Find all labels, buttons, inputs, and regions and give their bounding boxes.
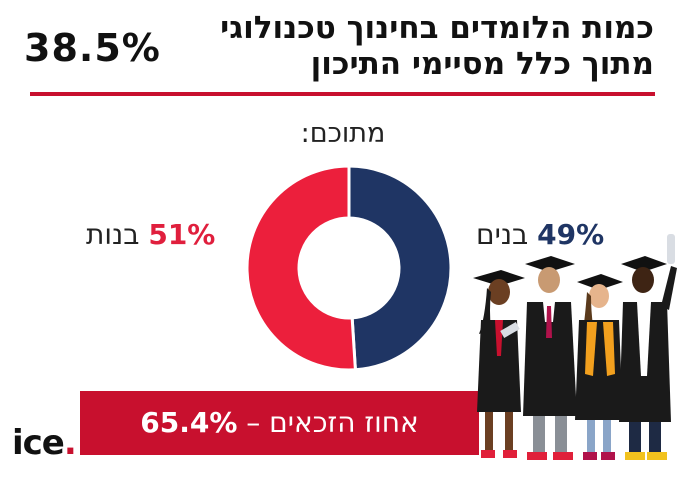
girls-percent: 51% <box>148 218 216 251</box>
girls-label: בנות <box>86 218 140 251</box>
graduate-4 <box>619 234 677 460</box>
boys-label: בנים <box>476 218 529 251</box>
donut-slice-2 <box>247 166 357 370</box>
header-divider <box>30 92 655 96</box>
donut-slice-1 <box>347 166 451 370</box>
graduate-3 <box>575 274 623 460</box>
graduate-1 <box>473 270 525 458</box>
graduates-icon <box>473 234 677 460</box>
graduate-2 <box>523 256 577 460</box>
legend-boys: 49% בנים <box>476 218 604 251</box>
legend-girls: 51% בנות <box>86 218 215 251</box>
chart-title: כמות הלומדים בחינוך טכנולוגי מתוך כלל מס… <box>184 10 654 82</box>
headline-stat: 38.5% <box>24 26 161 70</box>
title-line-1: כמות הלומדים בחינוך טכנולוגי <box>220 10 654 46</box>
logo-dot: . <box>63 423 77 463</box>
chart-subtitle: מתוכם: <box>300 118 386 149</box>
boys-percent: 49% <box>537 218 605 251</box>
ice-logo: ice. <box>12 423 77 463</box>
logo-text: ice <box>12 423 65 463</box>
banner-label: אחוז הזכאים – <box>246 406 419 439</box>
eligibility-banner: אחוז הזכאים – 65.4% <box>80 391 479 455</box>
banner-value: 65.4% <box>140 406 238 439</box>
donut-chart <box>247 166 451 370</box>
title-line-2: מתוך כלל מסיימי התיכון <box>310 46 654 82</box>
